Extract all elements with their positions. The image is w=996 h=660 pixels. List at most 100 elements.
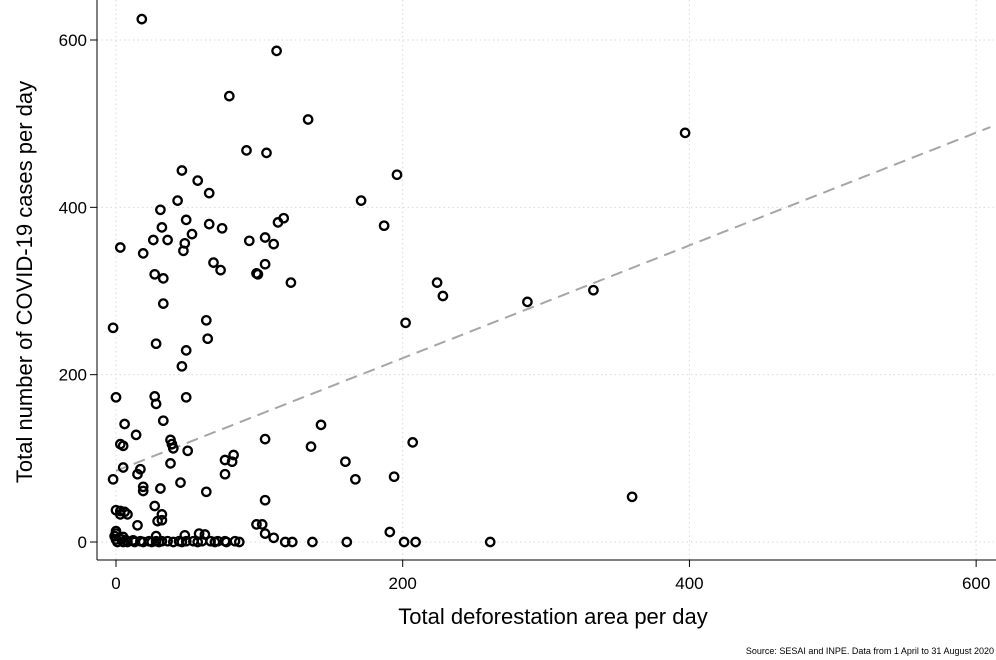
axes — [90, 0, 996, 567]
source-note: Source: SESAI and INPE. Data from 1 Apri… — [746, 646, 994, 656]
data-point — [219, 468, 231, 480]
tick-labels: 0 200 400 600 0 200 400 600 — [59, 31, 991, 593]
data-point — [157, 273, 169, 284]
data-point — [268, 238, 280, 250]
data-point — [114, 242, 126, 253]
data-point — [182, 445, 194, 457]
data-point — [223, 90, 235, 102]
x-tick-label: 0 — [111, 574, 120, 593]
data-point — [259, 494, 271, 506]
data-point — [484, 536, 496, 548]
data-point — [186, 228, 198, 240]
data-point — [117, 536, 129, 548]
data-point — [410, 536, 421, 548]
data-point — [200, 486, 212, 498]
data-point — [175, 477, 186, 488]
data-point — [431, 277, 443, 288]
data-point — [137, 248, 149, 259]
x-tick-label: 400 — [675, 574, 703, 593]
data-point — [398, 536, 410, 548]
data-point — [285, 277, 297, 288]
data-point — [251, 519, 262, 530]
data-point — [176, 536, 188, 548]
data-point — [388, 471, 400, 483]
data-point — [176, 360, 188, 372]
data-point — [180, 535, 192, 547]
data-point — [679, 127, 691, 139]
data-point — [150, 338, 162, 350]
data-point — [233, 536, 245, 548]
data-point — [407, 437, 419, 448]
data-point — [153, 536, 165, 548]
x-tick-label: 600 — [962, 574, 990, 593]
data-point — [261, 147, 272, 159]
y-tick-label: 0 — [78, 533, 87, 552]
data-point — [626, 491, 638, 503]
data-point — [219, 454, 231, 466]
data-point — [209, 536, 221, 548]
data-point — [180, 391, 192, 403]
data-point — [341, 536, 353, 548]
data-point — [305, 441, 317, 452]
data-point — [216, 222, 228, 234]
data-point — [112, 536, 123, 548]
data-point — [243, 235, 255, 247]
data-point — [378, 220, 390, 232]
data-point — [588, 284, 599, 296]
y-tick-label: 600 — [59, 31, 87, 50]
data-point — [241, 145, 252, 156]
data-point — [221, 536, 232, 548]
data-point — [122, 509, 133, 520]
data-point — [156, 222, 168, 233]
data-point — [155, 483, 166, 494]
data-point — [272, 217, 284, 228]
data-point — [307, 536, 318, 548]
data-point — [152, 515, 163, 527]
data-point — [137, 481, 149, 493]
data-point — [192, 175, 204, 186]
x-axis-title: Total deforestation area per day — [398, 604, 707, 629]
data-point — [192, 536, 204, 548]
data-point — [167, 442, 179, 454]
data-point — [178, 245, 189, 257]
data-point — [114, 509, 126, 520]
data-point — [256, 519, 268, 530]
data-point — [350, 473, 361, 485]
data-point — [259, 528, 271, 539]
data-point — [156, 514, 168, 526]
data-point — [117, 462, 129, 473]
data-point — [302, 114, 314, 125]
data-point — [155, 204, 166, 216]
data-point — [180, 345, 192, 356]
data-point — [132, 468, 143, 480]
y-axis-title: Total number of COVID-19 cases per day — [12, 81, 37, 483]
data-point — [268, 532, 280, 544]
data-point — [259, 433, 271, 445]
data-point — [162, 234, 173, 246]
data-point — [119, 418, 130, 430]
data-point — [259, 232, 271, 243]
y-tick-label: 200 — [59, 366, 87, 385]
data-points — [107, 13, 691, 548]
data-point — [149, 268, 161, 280]
data-point — [203, 187, 215, 199]
fit-line-group — [115, 126, 991, 472]
data-point — [384, 526, 396, 538]
data-point — [137, 485, 149, 497]
data-point — [279, 536, 291, 548]
data-point — [157, 415, 169, 427]
data-point — [122, 536, 133, 548]
data-point — [522, 296, 533, 308]
data-point — [136, 13, 148, 25]
data-point — [176, 165, 188, 176]
data-point — [252, 268, 264, 280]
data-point — [315, 419, 327, 431]
data-point — [391, 169, 403, 181]
data-point — [355, 195, 367, 206]
data-point — [228, 449, 239, 461]
data-point — [259, 258, 271, 270]
data-point — [286, 536, 298, 548]
data-point — [340, 456, 351, 468]
y-tick-label: 400 — [59, 198, 87, 217]
